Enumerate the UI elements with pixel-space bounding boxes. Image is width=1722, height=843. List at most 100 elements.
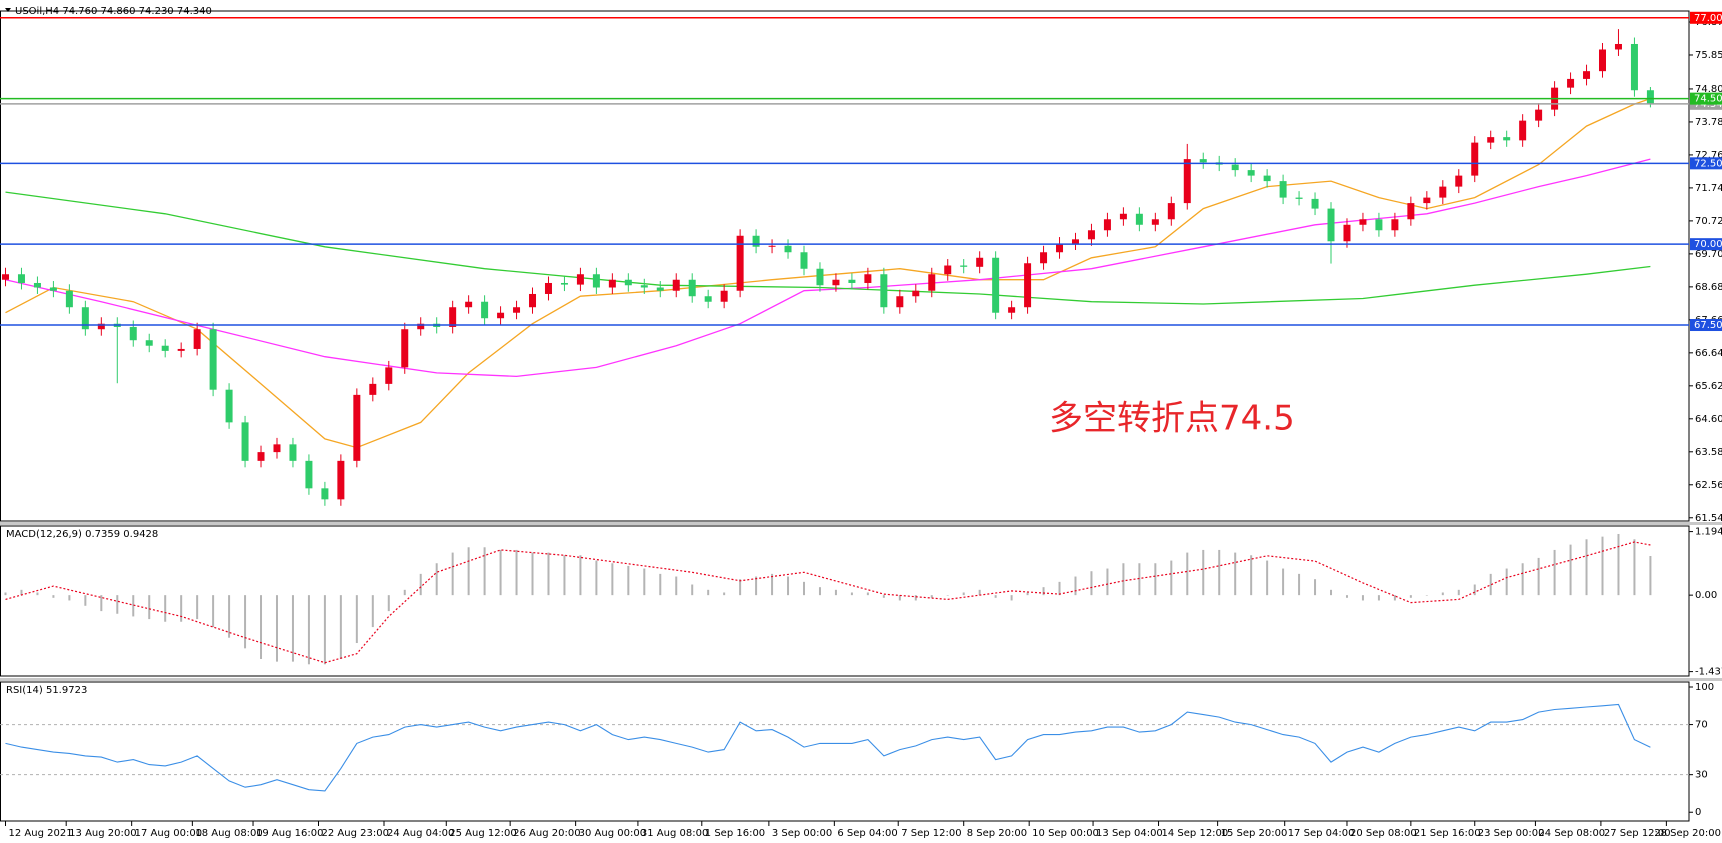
x-tick-label: 26 Aug 20:00 [513, 828, 580, 839]
candle-body [1407, 203, 1415, 220]
candle-body [1231, 164, 1239, 171]
candle-body [1040, 252, 1048, 264]
macd-bar [739, 579, 742, 596]
macd-bar [84, 595, 87, 606]
y-tick-label: 66.640 [1695, 348, 1722, 359]
macd-bar [1314, 579, 1317, 596]
x-tick-label: 18 Aug 08:00 [195, 828, 262, 839]
macd-bar [52, 595, 55, 598]
macd-bar [1330, 589, 1333, 596]
panel-frame [0, 10, 1690, 522]
macd-bar [563, 555, 566, 596]
chart-title: USOil,H4 74.760 74.860 74.230 74.340 [15, 6, 212, 17]
macd-bar [866, 592, 869, 596]
macd-bar [611, 563, 614, 596]
candle-body [976, 257, 984, 267]
x-tick-label: 10 Sep 00:00 [1032, 828, 1099, 839]
price-level-label: 67.500 [1694, 320, 1722, 331]
candle-body [385, 367, 393, 384]
macd-bar [1521, 563, 1524, 596]
macd-bar [834, 589, 837, 596]
macd-bar [212, 595, 215, 628]
candle-body [544, 282, 552, 294]
candle-body [688, 279, 696, 297]
x-tick-label: 24 Sep 08:00 [1538, 828, 1605, 839]
macd-bar [627, 565, 630, 596]
y-tick-label: -1.4374 [1695, 667, 1722, 678]
y-tick-label: 71.740 [1695, 183, 1722, 194]
price-level-tag [1690, 238, 1722, 251]
macd-bar [515, 549, 518, 596]
candle-body [225, 389, 233, 423]
candle-body [1311, 198, 1319, 209]
macd-bar [1266, 560, 1269, 596]
x-tick-label: 21 Sep 16:00 [1414, 828, 1481, 839]
y-tick-label: 69.700 [1695, 249, 1722, 260]
candle-body [65, 290, 73, 308]
candle-body [1583, 71, 1591, 79]
candle-body [529, 293, 537, 308]
macd-bar [1649, 556, 1652, 596]
x-tick-label: 30 Aug 00:00 [579, 828, 646, 839]
macd-bar [659, 573, 662, 596]
macd-bar [1425, 595, 1428, 596]
x-tick-label: 15 Sep 20:00 [1221, 828, 1288, 839]
price-level-label: 72.500 [1694, 158, 1722, 169]
candle-body [1024, 263, 1032, 308]
candle-body [49, 287, 57, 291]
macd-bar [755, 576, 758, 596]
macd-bar [1282, 568, 1285, 596]
candle-body [896, 296, 904, 308]
y-tick-label: 1.1949 [1695, 527, 1722, 538]
candle-body [17, 274, 25, 283]
indicator-title: RSI(14) 51.9723 [6, 685, 87, 696]
candle-body [752, 235, 760, 247]
macd-bar [1537, 557, 1540, 596]
macd-bar [323, 595, 326, 665]
macd-bar [499, 549, 502, 596]
candle-body [1359, 219, 1367, 225]
macd-bar [1505, 568, 1508, 596]
macd-bar [435, 563, 438, 596]
macd-bar [531, 552, 534, 596]
macd-bar [1441, 592, 1444, 596]
candle-body [289, 444, 297, 461]
macd-bar [1122, 563, 1125, 596]
macd-bar [132, 595, 135, 617]
x-tick-label: 12 Aug 2021 [9, 828, 73, 839]
candle-body [1646, 90, 1654, 104]
y-tick-label: 74.800 [1695, 84, 1722, 95]
candle-body [944, 265, 952, 275]
macd-bar [1553, 549, 1556, 596]
macd-bar [148, 595, 151, 620]
x-tick-label: 25 Aug 12:00 [449, 828, 516, 839]
macd-bar [707, 589, 710, 596]
menu-triangle [5, 8, 11, 12]
x-tick-label: 23 Sep 00:00 [1478, 828, 1545, 839]
candle-body [784, 245, 792, 253]
macd-bar [275, 595, 278, 662]
y-tick-label: 62.560 [1695, 480, 1722, 491]
macd-bar [68, 595, 71, 601]
candle-body [1119, 213, 1127, 220]
macd-bar [1393, 595, 1396, 601]
price-level-label: 70.000 [1694, 239, 1722, 250]
y-tick-label: 0.00 [1695, 590, 1717, 601]
candle-body [848, 279, 856, 283]
candle-body [257, 452, 265, 461]
macd-bar [20, 589, 23, 596]
macd-bar [1026, 592, 1029, 596]
candle-body [193, 329, 201, 349]
x-tick-label: 13 Sep 04:00 [1096, 828, 1163, 839]
macd-bar [403, 589, 406, 596]
candle-body [720, 290, 728, 302]
x-tick-label: 27 Sep 12:00 [1604, 828, 1671, 839]
macd-bar [180, 595, 183, 622]
candle-body [129, 326, 137, 341]
candle-body [992, 257, 1000, 313]
candle-body [624, 279, 632, 286]
candle-body [1008, 307, 1016, 313]
panel-frame [0, 525, 1690, 677]
macd-bar [291, 595, 294, 662]
macd-bar [419, 573, 422, 596]
